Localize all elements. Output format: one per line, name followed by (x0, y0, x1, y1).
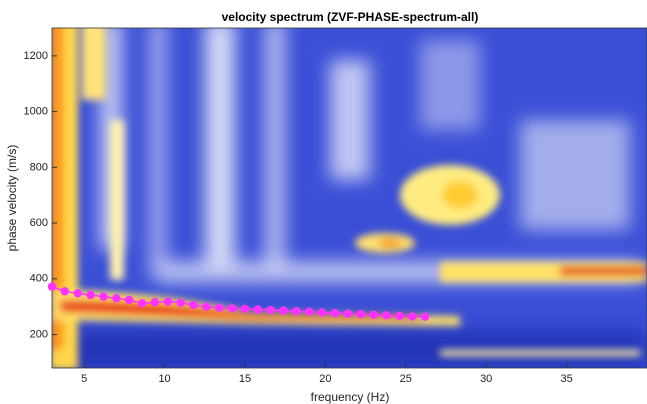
x-tick-label: 15 (239, 373, 251, 385)
pick-point (227, 304, 237, 313)
x-tick-label: 25 (400, 373, 412, 385)
chart-title: velocity spectrum (ZVF-PHASE-spectrum-al… (222, 10, 479, 24)
x-tick-label: 10 (158, 373, 170, 385)
pick-point (279, 306, 288, 315)
pick-point (343, 309, 353, 318)
x-tick-label: 30 (480, 373, 492, 385)
pick-point (240, 304, 250, 314)
x-tick-label: 35 (560, 373, 572, 385)
y-tick-label: 200 (30, 328, 48, 340)
pick-point (150, 298, 160, 307)
pick-point (86, 290, 95, 300)
plot-frame (51, 27, 647, 369)
pick-point (163, 297, 172, 306)
y-tick-label: 600 (30, 217, 48, 229)
pick-point (99, 292, 108, 301)
pick-point (47, 282, 57, 291)
pick-point (408, 312, 417, 321)
pick-point (266, 305, 275, 315)
y-tick-label: 1000 (24, 106, 48, 118)
x-tick-label: 5 (81, 373, 87, 385)
pick-point (253, 305, 263, 314)
pick-point (395, 311, 404, 321)
pick-point (60, 287, 70, 296)
pick-point (124, 295, 134, 305)
y-tick-label: 400 (30, 273, 48, 285)
pick-point (382, 311, 391, 320)
pick-point (215, 303, 224, 313)
x-tick-label: 20 (319, 373, 331, 385)
pick-point (189, 300, 198, 310)
pick-point (73, 289, 82, 298)
y-tick-label: 1200 (24, 50, 48, 62)
pick-point (305, 307, 314, 316)
pick-point (112, 294, 121, 303)
pick-point (317, 308, 327, 317)
pick-point (330, 308, 340, 318)
y-axis-label: phase velocity (m/s) (5, 145, 19, 252)
pick-point (292, 306, 301, 316)
pick-point (202, 302, 211, 311)
x-axis-label: frequency (Hz) (311, 390, 390, 404)
pick-point (137, 299, 147, 308)
y-tick-label: 800 (30, 161, 48, 173)
spectrum-image (52, 28, 647, 368)
pick-point (356, 310, 365, 319)
pick-point (176, 298, 185, 307)
pick-point (420, 312, 430, 321)
pick-point (369, 310, 378, 319)
